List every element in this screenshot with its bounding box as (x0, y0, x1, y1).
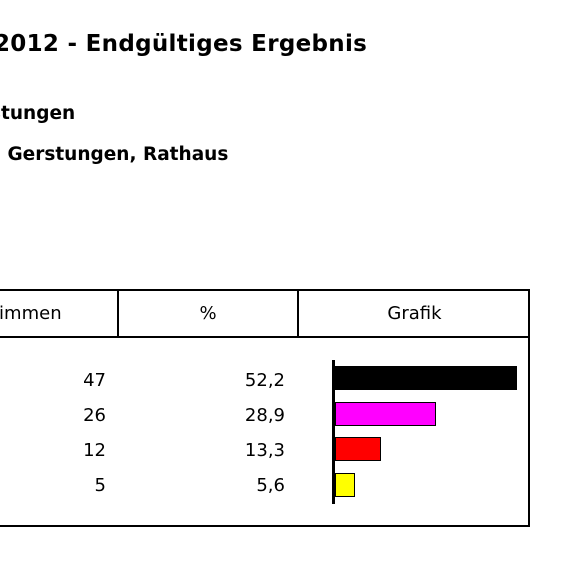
column-divider (297, 291, 299, 336)
chart-bar (335, 402, 436, 426)
polling-station-label: . Gerstungen, Rathaus (0, 144, 229, 165)
votes-cell: 5 (94, 475, 106, 496)
table-row: 5 5,6 (0, 469, 528, 503)
chart-bar (335, 366, 517, 390)
percent-cell: 28,9 (244, 405, 285, 426)
votes-cell: 26 (83, 405, 106, 426)
percent-cell: 52,2 (244, 370, 285, 391)
table-header-row: timmen % Grafik (0, 291, 528, 338)
table-row: 47 52,2 (0, 364, 528, 398)
percent-cell: 5,6 (256, 475, 285, 496)
chart-axis (332, 360, 335, 504)
page-title: 2012 - Endgültiges Ergebnis (0, 31, 368, 57)
header-votes: timmen (0, 303, 62, 324)
results-table: timmen % Grafik 47 52,2 26 28,9 12 13,3 … (0, 289, 530, 527)
percent-cell: 13,3 (244, 440, 285, 461)
table-row: 12 13,3 (0, 434, 528, 468)
table-row: 26 28,9 (0, 399, 528, 433)
chart-bar (335, 473, 355, 497)
votes-cell: 12 (83, 440, 106, 461)
header-percent: % (199, 303, 217, 324)
votes-cell: 47 (83, 370, 106, 391)
column-divider (117, 291, 119, 336)
chart-bar (335, 437, 381, 461)
municipality-label: stungen (0, 103, 76, 124)
header-chart: Grafik (387, 303, 442, 324)
